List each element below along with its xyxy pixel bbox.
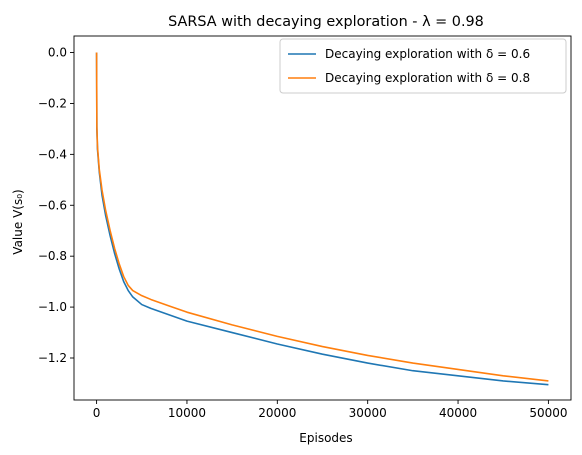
x-tick-label: 50000 <box>529 406 567 420</box>
legend-label-1: Decaying exploration with δ = 0.6 <box>325 47 530 61</box>
y-tick-label: −0.4 <box>38 147 67 161</box>
x-tick-label: 20000 <box>258 406 296 420</box>
axes-frame <box>73 35 572 401</box>
x-tick-label: 0 <box>93 406 101 420</box>
y-tick-label: −0.8 <box>38 249 67 263</box>
legend-box <box>279 38 567 94</box>
y-tick-label: −0.2 <box>38 96 67 110</box>
legend: Decaying exploration with δ = 0.6 Decayin… <box>279 38 567 94</box>
y-tick-label: −1.0 <box>38 300 67 314</box>
y-axis-label: Value V(s₀) <box>11 189 25 254</box>
y-tick-label: 0.0 <box>48 46 67 60</box>
x-axis-label: Episodes <box>299 431 352 445</box>
series-layer <box>95 52 549 386</box>
plot-area <box>74 36 571 400</box>
plot-background <box>74 36 571 400</box>
x-tick-label: 40000 <box>439 406 477 420</box>
legend-label-2: Decaying exploration with δ = 0.8 <box>325 71 530 85</box>
x-tick-label: 10000 <box>168 406 206 420</box>
axes-layer: 0 10000 20000 30000 40000 50000 0.0 −0.2 −0.4 −0.… <box>38 35 572 420</box>
chart-title: SARSA with decaying exploration - λ = 0.… <box>168 14 484 30</box>
y-tick-label: −1.2 <box>38 351 67 365</box>
series-line-2 <box>95 52 549 382</box>
y-tick-label: −0.6 <box>38 198 67 212</box>
x-tick-label: 30000 <box>349 406 387 420</box>
